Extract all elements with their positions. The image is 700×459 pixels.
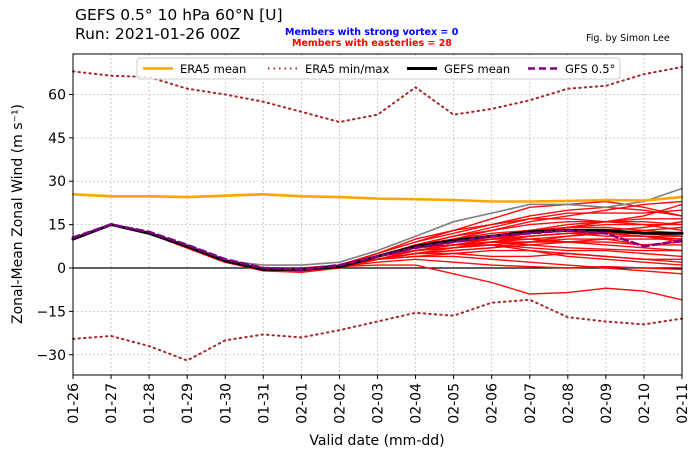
x-tick-label: 02-02 (332, 383, 348, 424)
legend-label: ERA5 mean (180, 62, 246, 76)
legend-label: GFS 0.5° (565, 62, 615, 76)
grid-lines (72, 54, 683, 375)
gfs-line (71, 223, 684, 271)
x-tick-label: 01-27 (104, 383, 120, 424)
chart-legend: ERA5 mean ERA5 min/max GEFS mean GFS 0.5° (136, 57, 621, 80)
y-tick-label: 60 (48, 87, 66, 103)
x-axis-label: Valid date (mm-dd) (309, 433, 444, 449)
y-axis-label: Zonal-Mean Zonal Wind (m s⁻¹) (10, 104, 26, 324)
x-tick-label: 01-28 (142, 383, 158, 424)
x-tick-label: 02-03 (371, 383, 387, 424)
figure-credit: Fig. by Simon Lee (586, 33, 670, 44)
y-tick-label: 0 (57, 261, 66, 277)
legend-box (136, 57, 621, 80)
chart-series (71, 66, 684, 362)
x-tick-label: 02-07 (523, 383, 539, 424)
x-tick-label: 02-04 (409, 383, 425, 424)
era5-minmax-line (72, 298, 683, 362)
x-tick-label: 01-26 (66, 383, 82, 424)
easterlies-note: Members with easterlies = 28 (292, 38, 452, 49)
x-tick-label: 01-31 (256, 383, 272, 424)
legend-label: ERA5 min/max (305, 62, 389, 76)
x-tick-label: 02-05 (447, 383, 463, 424)
x-tick-label: 01-30 (218, 383, 234, 424)
strong-vortex-note: Members with strong vortex = 0 (285, 27, 459, 38)
x-tick-label: 02-06 (485, 383, 501, 424)
x-tick-label: 02-01 (294, 383, 310, 424)
x-tick-label: 01-29 (180, 383, 196, 424)
x-tick-label: 02-08 (561, 383, 577, 424)
y-tick-label: −15 (36, 304, 66, 320)
y-tick-label: 30 (48, 174, 66, 190)
chart-title-line2: Run: 2021-01-26 00Z (75, 25, 241, 43)
x-tick-label: 02-09 (599, 383, 615, 424)
x-tick-label: 02-10 (637, 383, 653, 424)
legend-label: GEFS mean (444, 62, 510, 76)
y-tick-label: 15 (48, 218, 66, 234)
era5-minmax-line (72, 66, 683, 124)
chart-title-line1: GEFS 0.5° 10 hPa 60°N [U] (75, 6, 283, 24)
y-tick-label: −30 (36, 348, 66, 364)
y-tick-label: 45 (48, 131, 66, 147)
axis-ticks: −30 −15 0 15 30 45 60 01-26 01-27 01-28 01-29 01-30… (36, 87, 691, 423)
x-tick-label: 02-11 (675, 383, 691, 424)
era5-mean-line (71, 192, 684, 203)
